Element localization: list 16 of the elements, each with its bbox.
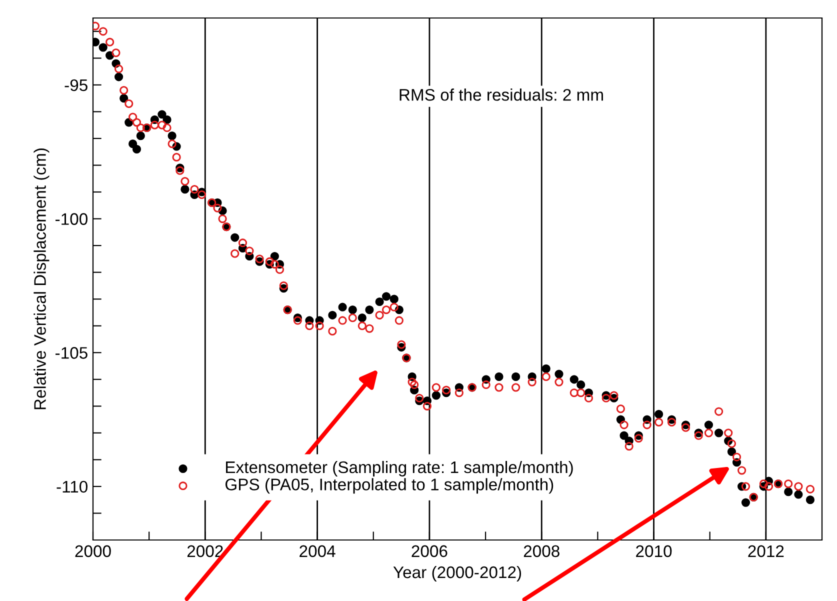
x-tick-label: 2012	[748, 545, 784, 558]
legend-label: GPS (PA05, Interpolated to 1 sample/month)	[225, 478, 554, 494]
x-tick-label: 2006	[412, 545, 448, 558]
y-tick-label: -110	[56, 480, 88, 493]
x-tick-label: 2010	[636, 545, 672, 558]
y-axis-title: Relative Vertical Displacement (cm)	[34, 148, 50, 410]
legend-label: Extensometer (Sampling rate: 1 sample/month)	[226, 460, 573, 476]
annotation: RMS of the residuals: 2 mm	[400, 88, 603, 101]
x-tick-label: 2002	[187, 545, 223, 558]
y-tick-label: -105	[56, 347, 88, 359]
x-tick-label: 2000	[75, 545, 111, 558]
y-tick-label: -95	[64, 79, 88, 92]
x-tick-label: 2008	[524, 545, 560, 558]
x-axis-title: Year (2000-2012)	[393, 566, 522, 582]
y-tick-label: -100	[56, 213, 88, 225]
x-tick-label: 2004	[300, 545, 336, 558]
